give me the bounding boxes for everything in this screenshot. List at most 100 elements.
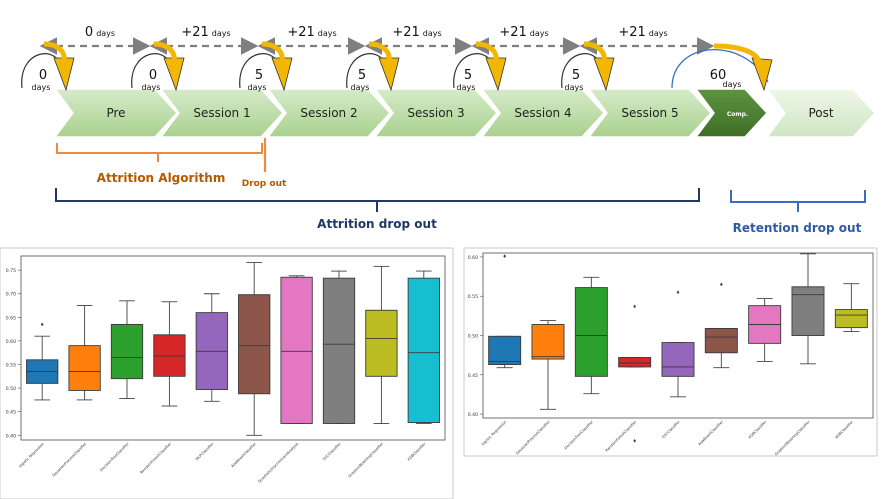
interval-value: +21 xyxy=(287,25,314,40)
interval-label: 0 days xyxy=(85,25,115,40)
gap-arrowhead-3 xyxy=(378,57,400,92)
gap-value: 60 xyxy=(710,68,727,83)
gap-arrowhead-0 xyxy=(53,57,75,92)
gap-arrow-body-0 xyxy=(43,41,67,63)
gap-arrowhead-1 xyxy=(163,57,185,92)
interval-value: +21 xyxy=(499,25,526,40)
interval-value: 0 xyxy=(85,25,93,40)
box-7 xyxy=(322,277,356,424)
interval-label: +21 days xyxy=(499,25,548,40)
y-tick-label: 0.50 xyxy=(468,334,478,340)
gap-unit: days xyxy=(457,83,476,92)
y-tick-label: 0.65 xyxy=(6,315,16,321)
comp-arrowhead xyxy=(751,57,773,92)
stage-label: Session 2 xyxy=(300,106,357,120)
stage-label: Comp. xyxy=(727,111,748,118)
stage-label: Pre xyxy=(106,106,125,120)
interval-unit: days xyxy=(96,29,115,38)
interval-unit: days xyxy=(530,29,549,38)
y-tick-label: 0.55 xyxy=(6,363,16,369)
retention-drop-out-label: Retention drop out xyxy=(733,221,862,235)
gap-value: 5 xyxy=(255,68,263,83)
interval-labels: 0 days +21 days +21 days +21 days +21 days +21 days xyxy=(85,25,668,40)
gap-arrow-body-4 xyxy=(475,41,499,63)
box-3 xyxy=(153,334,186,377)
y-tick-label: 0.55 xyxy=(468,294,478,300)
gap-unit: days xyxy=(565,83,584,92)
stage-chevron-0 xyxy=(53,88,179,138)
box-1 xyxy=(531,324,565,360)
interval-unit: days xyxy=(318,29,337,38)
y-tick-label: 0.50 xyxy=(6,386,16,392)
y-tick-label: 0.60 xyxy=(468,255,478,261)
boxplot-chart-left: 0.400.450.500.550.600.650.700.75logistic… xyxy=(0,247,454,499)
box-5 xyxy=(704,327,738,354)
box-4 xyxy=(661,342,695,377)
gap-arrowhead-5 xyxy=(593,57,615,92)
interval-label: +21 days xyxy=(618,25,667,40)
box-1 xyxy=(68,345,101,391)
gap-unit: days xyxy=(142,83,161,92)
outlier-point xyxy=(719,282,723,287)
y-tick-label: 0.75 xyxy=(6,268,16,274)
gap-unit: days xyxy=(723,80,742,89)
gap-arrowhead-4 xyxy=(485,57,507,92)
outlier-point xyxy=(633,304,637,309)
stage-label: Post xyxy=(808,106,833,120)
gap-value: 5 xyxy=(572,68,580,83)
stage-label: Session 5 xyxy=(621,106,678,120)
attrition-drop-out-label: Attrition drop out xyxy=(317,217,437,231)
stage-chevron-6 xyxy=(694,88,769,138)
stage-chevron-7 xyxy=(765,88,877,138)
y-tick-label: 0.45 xyxy=(468,373,478,379)
box-8 xyxy=(834,309,868,329)
interval-value: +21 xyxy=(618,25,645,40)
stage-chevron-2 xyxy=(266,88,392,138)
box-3 xyxy=(618,357,652,368)
outlier-point xyxy=(40,322,44,327)
y-tick-label: 0.60 xyxy=(6,339,16,345)
stage-chevrons: Pre Session 1 Session 2 Session 3 Session 4 S… xyxy=(53,88,877,138)
attrition-algorithm-bracket xyxy=(56,143,263,162)
box-2 xyxy=(574,287,608,377)
y-tick-label: 0.45 xyxy=(6,410,16,416)
interval-value: +21 xyxy=(392,25,419,40)
box-6 xyxy=(280,276,313,424)
gap-arrow-body-1 xyxy=(153,41,177,63)
gap-arrow-body-2 xyxy=(261,41,285,63)
y-tick-label: 0.40 xyxy=(6,433,16,439)
gap-arrow-body-5 xyxy=(583,41,607,63)
box-9 xyxy=(407,277,440,423)
gap-unit: days xyxy=(32,83,51,92)
plot-area xyxy=(20,255,446,441)
gap-arrow-body-3 xyxy=(368,41,392,63)
box-5 xyxy=(238,294,271,395)
box-8 xyxy=(365,309,398,377)
interval-label: +21 days xyxy=(181,25,230,40)
comp-arrow-body xyxy=(713,43,763,65)
stage-chevron-5 xyxy=(587,88,713,138)
gap-value: 0 xyxy=(149,68,157,83)
stage-chevron-4 xyxy=(480,88,606,138)
drop-out-label: Drop out xyxy=(242,179,287,189)
outlier-point xyxy=(503,254,507,258)
outlier-point xyxy=(633,438,637,443)
interval-value: +21 xyxy=(181,25,208,40)
y-tick-label: 0.40 xyxy=(468,412,478,418)
interval-unit: days xyxy=(649,29,668,38)
gap-unit: days xyxy=(351,83,370,92)
box-2 xyxy=(110,323,144,380)
stage-chevron-1 xyxy=(159,88,285,138)
attrition-algorithm-label: Attrition Algorithm xyxy=(97,171,226,185)
box-7 xyxy=(791,286,825,336)
interval-unit: days xyxy=(212,29,231,38)
stage-label: Session 1 xyxy=(193,106,250,120)
gap-unit: days xyxy=(248,83,267,92)
retention-drop-out-bracket xyxy=(730,190,866,212)
attrition-drop-out-bracket xyxy=(55,188,700,212)
stage-label: Session 3 xyxy=(407,106,464,120)
interval-label: +21 days xyxy=(392,25,441,40)
